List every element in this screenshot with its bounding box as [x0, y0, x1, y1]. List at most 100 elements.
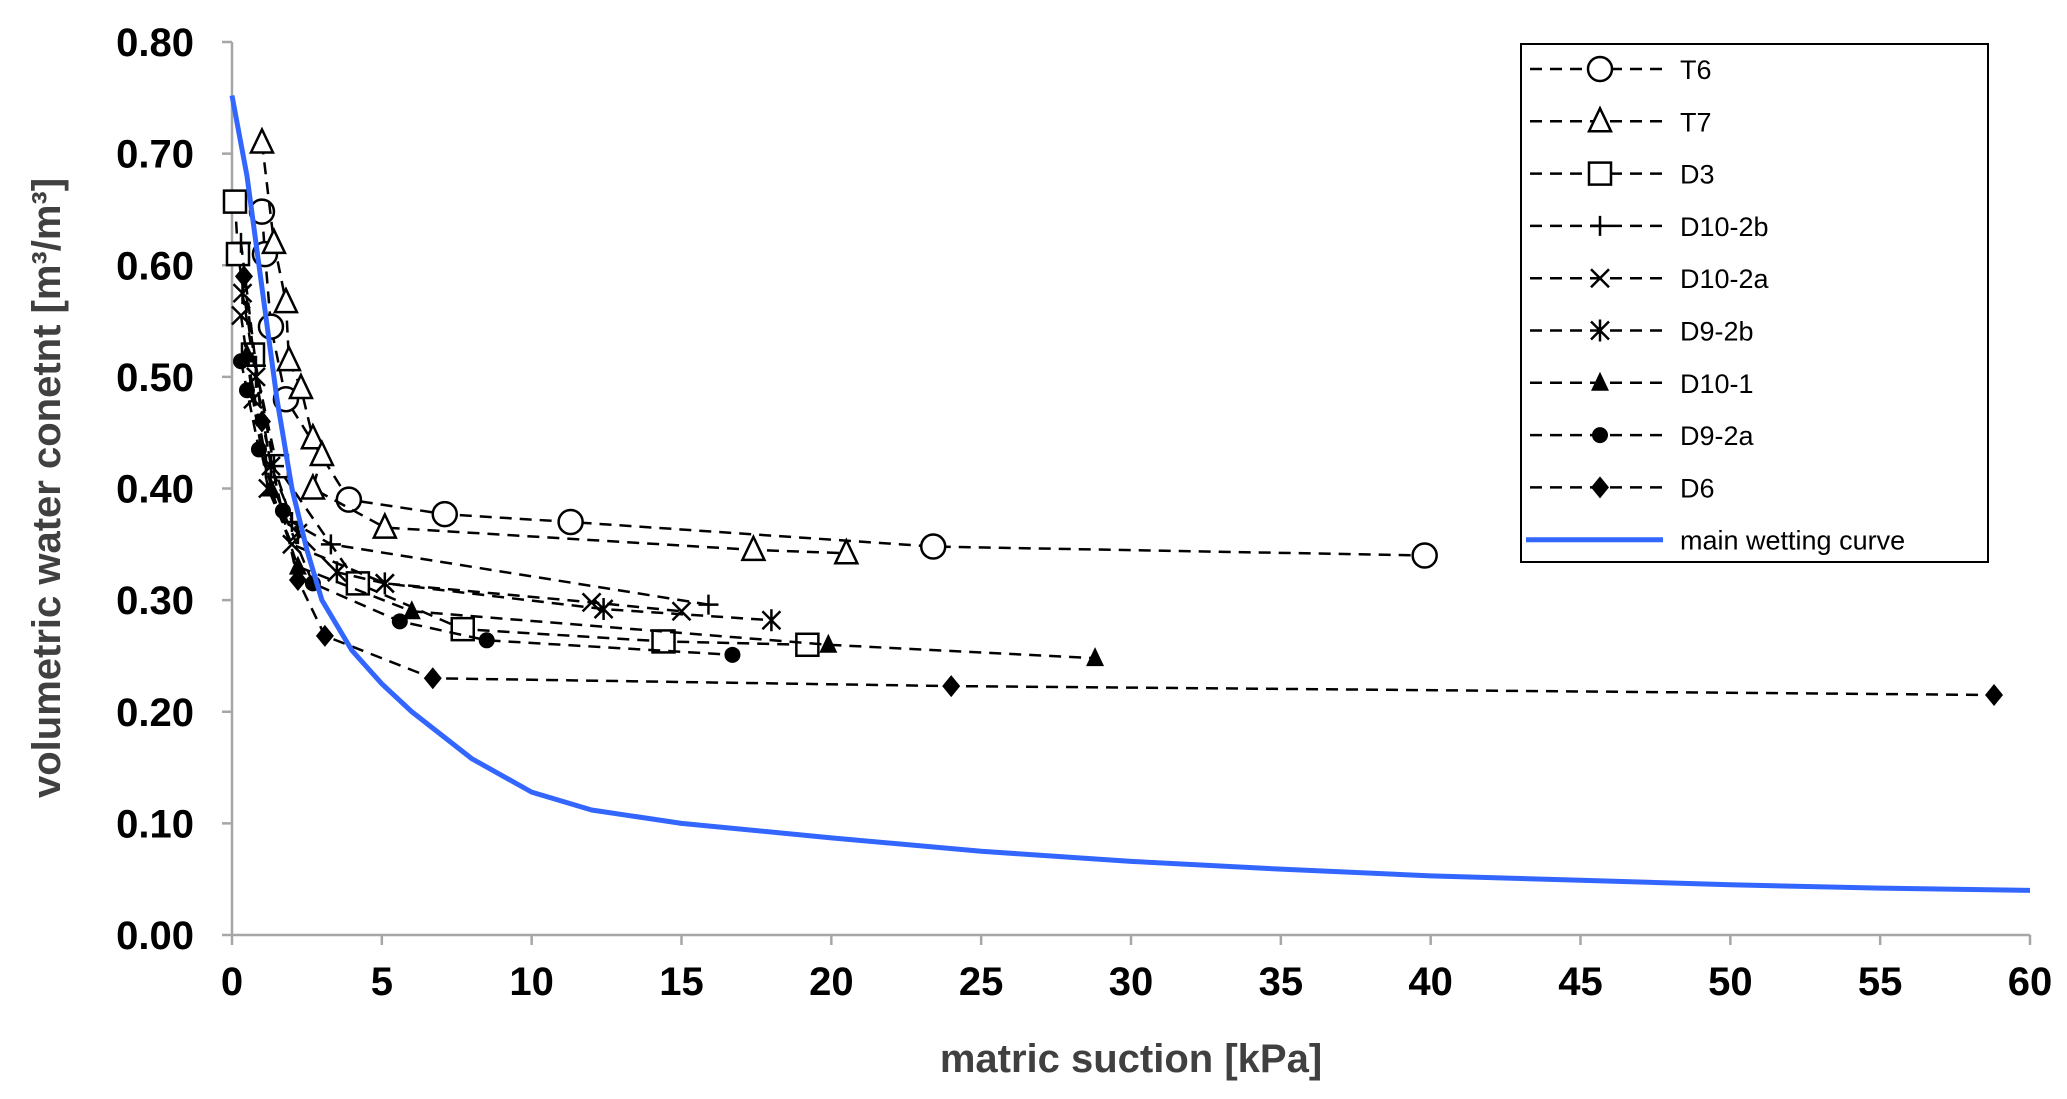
x-tick-label: 20: [809, 960, 854, 1004]
legend-marker: [1590, 215, 1610, 236]
legend-entry: T6: [1530, 55, 1712, 85]
data-point: [308, 439, 335, 467]
y-tick-label: 0.60: [116, 244, 194, 288]
data-point: [315, 624, 334, 647]
series-line: [233, 201, 808, 647]
data-point: [374, 572, 395, 595]
series-d9-2a: [232, 353, 741, 663]
x-tick-label: 15: [659, 960, 704, 1004]
data-point: [326, 561, 347, 584]
data-point: [761, 609, 782, 632]
series-line: [245, 354, 1096, 660]
data-point: [225, 241, 251, 267]
data-point: [232, 282, 253, 305]
legend-marker: [1587, 105, 1613, 133]
data-point: [1985, 684, 2004, 707]
data-point: [299, 422, 326, 450]
legend-label: D10-1: [1680, 369, 1754, 399]
data-point: [234, 265, 253, 288]
legend: T6 T7 D3 D10-2b D10-2a D9-2b D10-1 D9-2a D6 main …: [1520, 43, 1989, 563]
legend-label: D10-2b: [1680, 212, 1769, 242]
y-tick-label: 0.00: [116, 914, 194, 958]
x-tick-label: 25: [959, 960, 1004, 1004]
data-point: [252, 410, 271, 433]
legend-label: D6: [1680, 473, 1715, 503]
series-t7: [248, 126, 860, 565]
data-point: [651, 629, 676, 654]
legend-entry: D10-2b: [1530, 212, 1769, 242]
data-point: [402, 600, 421, 620]
x-tick-label: 30: [1109, 960, 1154, 1004]
legend-entry: D6: [1530, 473, 1715, 503]
data-point: [299, 472, 326, 500]
x-tick-label: 0: [221, 960, 243, 1004]
legend-entry: D9-2a: [1530, 421, 1755, 451]
data-point: [431, 500, 459, 528]
data-point: [260, 227, 287, 255]
data-point: [391, 613, 408, 630]
y-tick-label: 0.10: [116, 802, 194, 846]
x-tick-label: 10: [509, 960, 554, 1004]
legend-marker: [1591, 476, 1609, 499]
data-point: [261, 477, 280, 497]
data-point: [724, 646, 741, 663]
legend-label: T7: [1680, 107, 1712, 137]
data-point: [257, 313, 285, 340]
data-point: [942, 675, 961, 698]
legend-label: D9-2b: [1680, 317, 1754, 347]
data-point: [919, 533, 947, 560]
data-point: [222, 189, 248, 214]
data-point: [1411, 542, 1438, 569]
x-tick-label: 55: [1858, 960, 1903, 1004]
series-line: [260, 211, 1425, 557]
series-line: [239, 242, 709, 606]
data-point: [287, 372, 314, 400]
legend-label: main wetting curve: [1680, 526, 1905, 556]
legend-label: D9-2a: [1680, 421, 1755, 451]
series-d6: [234, 265, 2004, 707]
data-point: [272, 286, 299, 314]
x-tick-label: 40: [1408, 960, 1453, 1004]
x-axis-title: matric suction [kPa]: [940, 1037, 1322, 1081]
x-tick-label: 35: [1259, 960, 1304, 1004]
data-point: [275, 344, 302, 372]
legend-entry: D9-2b: [1530, 317, 1754, 347]
data-point: [740, 533, 767, 562]
series-t6: [248, 198, 1438, 569]
legend-marker: [1587, 161, 1613, 186]
series-d10-1: [237, 343, 1105, 667]
series-main-wetting-curve: [229, 95, 2031, 893]
data-point: [1086, 647, 1105, 667]
data-point: [671, 601, 692, 622]
y-tick-label: 0.80: [116, 21, 194, 65]
y-tick-label: 0.30: [116, 579, 194, 623]
legend-marker: [1586, 55, 1614, 83]
data-point: [833, 537, 860, 565]
legend-marker: [1591, 371, 1609, 391]
data-point: [557, 508, 584, 536]
x-tick-label: 5: [371, 960, 393, 1004]
legend-entry: D10-2a: [1530, 264, 1770, 294]
y-tick-label: 0.40: [116, 468, 194, 512]
series-line: [239, 315, 682, 613]
data-point: [238, 382, 255, 399]
legend-marker: [1592, 427, 1608, 444]
x-tick-label: 50: [1708, 960, 1753, 1004]
legend-marker: [1590, 319, 1610, 342]
legend-label: D10-2a: [1680, 264, 1770, 294]
legend-entry: T7: [1530, 105, 1712, 137]
data-point: [593, 598, 614, 621]
x-tick-label: 45: [1558, 960, 1603, 1004]
data-point: [819, 633, 838, 653]
data-point: [230, 232, 251, 253]
plot-area: [222, 95, 2031, 893]
data-point: [698, 594, 719, 615]
data-point: [320, 534, 341, 555]
series-d10-2b: [230, 232, 719, 615]
y-axis-title: volumetric water conetnt [m³/m³]: [25, 178, 69, 798]
x-tick-label: 60: [2008, 960, 2053, 1004]
legend-label: D3: [1680, 160, 1715, 190]
data-point: [232, 353, 249, 370]
legend-label: T6: [1680, 55, 1712, 85]
